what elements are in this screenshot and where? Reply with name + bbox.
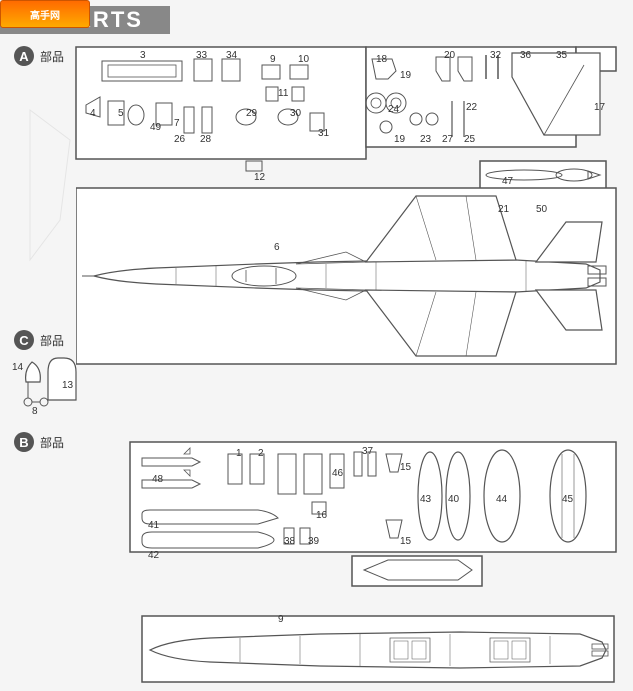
part-number: 7 <box>174 118 180 129</box>
sprue-b-outline <box>128 440 622 590</box>
part-number: 19 <box>400 70 411 81</box>
part-number: 23 <box>420 134 431 145</box>
part-number: 42 <box>148 550 159 561</box>
part-number: 34 <box>226 50 237 61</box>
part-number: 44 <box>496 494 507 505</box>
part-number: 9 <box>278 614 284 625</box>
part-number: 31 <box>318 128 329 139</box>
part-number: 22 <box>466 102 477 113</box>
part-number: 46 <box>332 468 343 479</box>
part-number: 40 <box>448 494 459 505</box>
part-number: 15 <box>400 462 411 473</box>
part-number: 50 <box>536 204 547 215</box>
part-number: 17 <box>594 102 605 113</box>
section-c-label: C 部品 <box>14 330 64 350</box>
part-number: 39 <box>308 536 319 547</box>
watermark-logo: 高手网 <box>0 0 90 28</box>
part-number: 24 <box>388 104 399 115</box>
part-number: 5 <box>118 108 124 119</box>
part-number: 3 <box>140 50 146 61</box>
part-number: 4 <box>90 108 96 119</box>
aircraft-top-view <box>76 148 618 366</box>
part-number: 47 <box>502 176 513 187</box>
part-number: 20 <box>444 50 455 61</box>
part-number: 41 <box>148 520 159 531</box>
part-number: 10 <box>298 54 309 65</box>
fuselage-bottom-view <box>140 614 618 686</box>
section-b-label: B 部品 <box>14 432 64 452</box>
part-number: 32 <box>490 50 501 61</box>
part-number: 2 <box>258 448 264 459</box>
part-number: 12 <box>254 172 265 183</box>
circle-a: A <box>14 46 34 66</box>
part-number: 11 <box>278 88 288 99</box>
circle-c: C <box>14 330 34 350</box>
part-number: 9 <box>270 54 276 65</box>
part-number: 43 <box>420 494 431 505</box>
part-number: 16 <box>316 510 327 521</box>
part-number: 33 <box>196 50 207 61</box>
circle-b: B <box>14 432 34 452</box>
section-c-parts <box>14 352 104 422</box>
part-number: 21 <box>498 204 509 215</box>
section-a-label: A 部品 <box>14 46 64 66</box>
part-number: 48 <box>152 474 163 485</box>
part-number: 37 <box>362 446 373 457</box>
part-number: 30 <box>290 108 301 119</box>
part-number: 19 <box>394 134 405 145</box>
part-number: 15 <box>400 536 411 547</box>
part-number: 6 <box>274 242 280 253</box>
part-number: 27 <box>442 134 453 145</box>
section-b-text: 部品 <box>40 434 64 451</box>
section-a-text: 部品 <box>40 48 64 65</box>
part-number: 25 <box>464 134 475 145</box>
section-c-text: 部品 <box>40 332 64 349</box>
part-number: 1 <box>236 448 242 459</box>
part-number: 13 <box>62 380 73 391</box>
part-number: 45 <box>562 494 573 505</box>
part-number: 14 <box>12 362 23 373</box>
part-number: 28 <box>200 134 211 145</box>
part-number: 26 <box>174 134 185 145</box>
part-number: 49 <box>150 122 161 133</box>
part-number: 36 <box>520 50 531 61</box>
part-number: 18 <box>376 54 387 65</box>
part-number: 8 <box>32 406 38 417</box>
part-number: 38 <box>284 536 295 547</box>
part-number: 29 <box>246 108 257 119</box>
part-number: 35 <box>556 50 567 61</box>
